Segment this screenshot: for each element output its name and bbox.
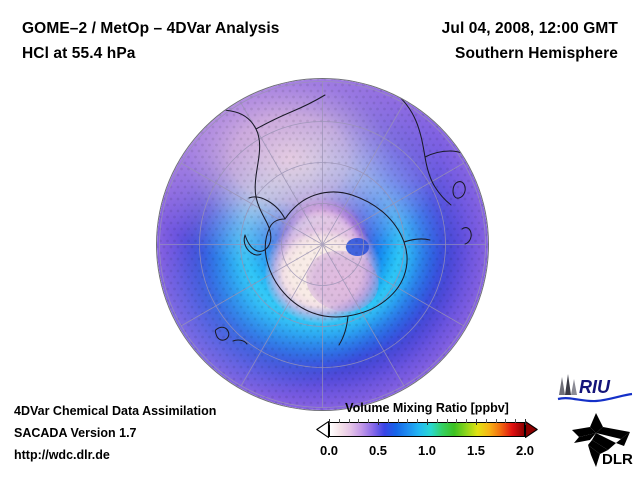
colorbar-minor-tick (348, 419, 350, 423)
website-link[interactable]: http://wdc.dlr.de (14, 448, 110, 462)
version-label: SACADA Version 1.7 (14, 426, 137, 440)
header-left: GOME–2 / MetOp – 4DVar Analysis HCl at 5… (22, 16, 280, 66)
colorbar-major-tick (378, 419, 379, 425)
graticule (159, 81, 486, 408)
colorbar-minor-tick (436, 419, 438, 423)
colorbar-minor-tick (495, 419, 497, 423)
colorbar-minor-tick (515, 419, 517, 423)
globe-disc (157, 79, 488, 410)
timestamp-label: Jul 04, 2008, 12:00 GMT (441, 20, 618, 37)
colorbar-minor-tick (466, 419, 468, 423)
dlr-wordmark: DLR (602, 451, 633, 468)
dlr-logo: DLR (572, 413, 633, 468)
colorbar-tick-label: 0.5 (368, 443, 388, 458)
dlr-mark-icon (572, 413, 630, 467)
colorbar-gradient (330, 423, 524, 436)
colorbar-minor-tick (446, 419, 448, 423)
colorbar-minor-tick (407, 419, 409, 423)
globe-limb-shading (157, 79, 488, 410)
colorbar-major-tick (329, 419, 330, 425)
riu-wave-icon (557, 392, 633, 403)
globe-map (157, 79, 488, 410)
colorbar-tick-labels: 0.0 0.5 1.0 1.5 2.0 (316, 443, 538, 461)
header-right: Jul 04, 2008, 12:00 GMT Southern Hemisph… (442, 16, 618, 66)
colorbar-tick-label: 2.0 (515, 443, 535, 458)
colorbar-major-tick (476, 419, 477, 425)
riu-wordmark: RIU (579, 377, 611, 397)
riu-spikes-icon (559, 374, 577, 395)
hemisphere-label: Southern Hemisphere (455, 45, 618, 62)
colorbar-tick-label: 0.0 (319, 443, 339, 458)
colorbar-title: Volume Mixing Ratio [ppbv] (345, 401, 509, 415)
colorbar-major-tick (525, 419, 526, 425)
coastlines (187, 90, 488, 346)
colorbar-minor-tick (358, 419, 360, 423)
colorbar-tick-label: 1.0 (417, 443, 437, 458)
riu-logo: RIU (557, 374, 633, 403)
colorbar-minor-tick (485, 419, 487, 423)
instrument-title: GOME–2 / MetOp – 4DVar Analysis (22, 20, 280, 37)
colorbar-under-arrow (316, 421, 329, 438)
footer-text-block: 4DVar Chemical Data Assimilation SACADA … (14, 400, 216, 466)
colorbar-minor-tick (505, 419, 507, 423)
colorbar-minor-tick (368, 419, 370, 423)
colorbar-ticks (329, 419, 526, 425)
method-label: 4DVar Chemical Data Assimilation (14, 404, 217, 418)
colorbar-minor-tick (397, 419, 399, 423)
colorbar-minor-tick (387, 419, 389, 423)
colorbar-major-tick (427, 419, 428, 425)
colorbar-tick-label: 1.5 (466, 443, 486, 458)
colorbar-minor-tick (338, 419, 340, 423)
colorbar-minor-tick (456, 419, 458, 423)
colorbar-minor-tick (417, 419, 419, 423)
colorbar-over-arrow (525, 421, 538, 438)
species-level-title: HCl at 55.4 hPa (22, 45, 136, 62)
colorbar: Volume Mixing Ratio [ppbv] 0.0 0.5 1.0 1.5 2… (316, 401, 538, 461)
